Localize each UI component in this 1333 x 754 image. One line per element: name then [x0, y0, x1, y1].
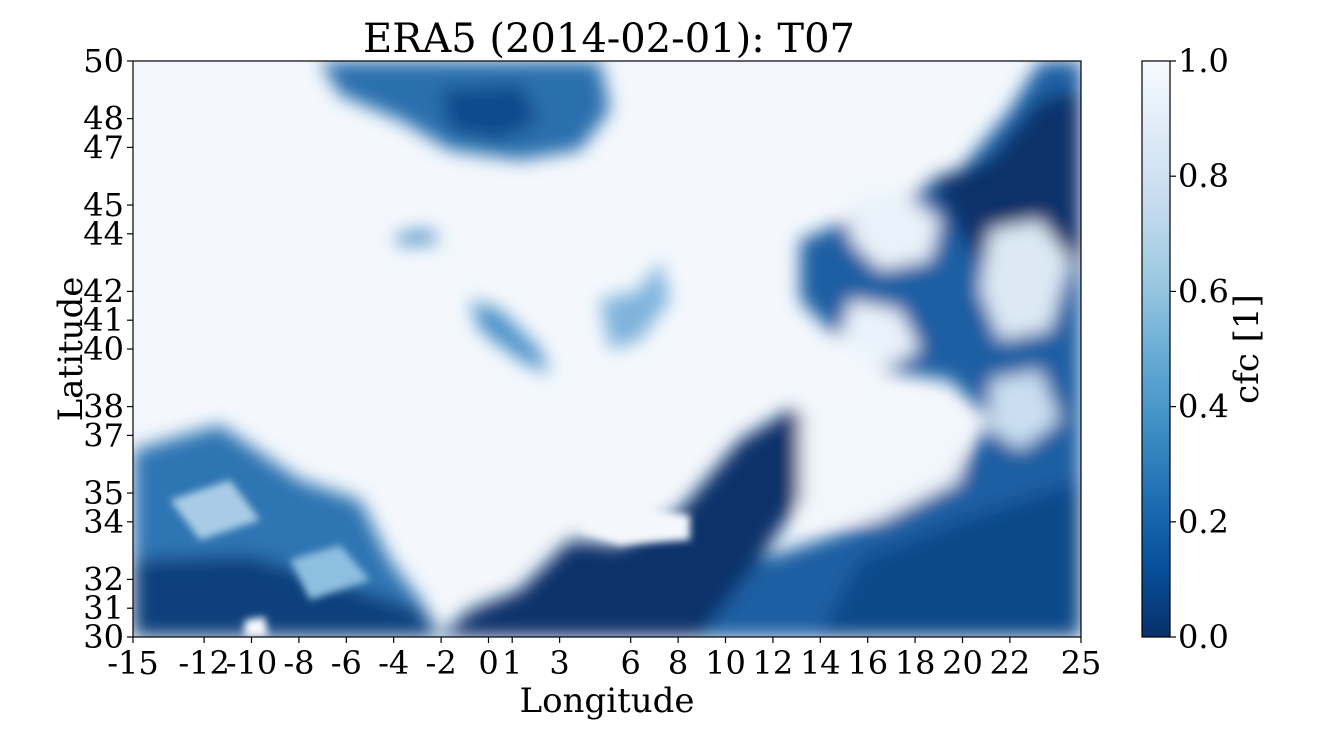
x-tick-label: 14 — [800, 644, 841, 682]
x-tick-label: -6 — [331, 644, 362, 682]
clear-streak-3 — [600, 260, 670, 350]
colorbar-tick-label: 1.0 — [1178, 42, 1229, 80]
cloud-tongue-south — [580, 500, 690, 545]
cloud-patch-east-3 — [840, 300, 920, 370]
x-tick-label: 6 — [621, 644, 641, 682]
x-tick-label: 3 — [549, 644, 569, 682]
x-tick-label: 0 — [478, 644, 498, 682]
clear-sky-regions — [133, 61, 1081, 637]
x-tick-label: 18 — [895, 644, 936, 682]
x-tick-label: -2 — [426, 644, 457, 682]
x-tick-label: -15 — [107, 644, 159, 682]
cloud-streak-southwest — [170, 480, 260, 540]
cloud-patch-east-2 — [980, 220, 1070, 340]
colorbar-tick-label: 0.8 — [1178, 157, 1229, 195]
x-tick-label: -4 — [378, 644, 409, 682]
x-tick-label: -8 — [283, 644, 314, 682]
y-tick-label: 45 — [83, 186, 124, 224]
x-tick-label: 10 — [705, 644, 746, 682]
y-tick-label: 47 — [83, 128, 124, 166]
cloud-patch-east-5 — [990, 370, 1060, 450]
x-axis: -15 -12-10 -8 -6 -4 -2 0 1 3 6 8 10 12 14 16 18 20 22 25 — [107, 637, 1101, 682]
cloud-patch-east-1 — [850, 190, 940, 270]
y-tick-label: 34 — [83, 503, 124, 541]
colorbar-tick-label: 0.4 — [1178, 388, 1229, 426]
y-tick-label: 35 — [83, 474, 124, 512]
y-tick-label: 40 — [83, 330, 124, 368]
colorbar-tick-label: 0.6 — [1178, 272, 1229, 310]
x-tick-label: 12 — [753, 644, 794, 682]
y-tick-label: 50 — [83, 42, 124, 80]
colorbar-label: cfc [1] — [1227, 294, 1267, 404]
clear-streak-2 — [470, 300, 550, 375]
cloud-speck-southwest — [244, 617, 268, 637]
colorbar — [1141, 60, 1171, 638]
x-tick-label: 8 — [668, 644, 688, 682]
x-tick-label: 22 — [990, 644, 1031, 682]
x-tick-label: -10 — [226, 644, 278, 682]
clear-region-southeast — [820, 480, 1081, 637]
y-tick-label: 48 — [83, 100, 124, 138]
clear-region-north-core — [440, 85, 540, 140]
cloud-streak-south — [290, 545, 370, 600]
x-tick-label: 1 — [502, 644, 522, 682]
clear-region-south — [440, 410, 830, 637]
chart-title: ERA5 (2014-02-01): T07 — [363, 16, 855, 62]
clear-region-southwest-core — [133, 555, 440, 637]
colorbar-tick-label: 0.2 — [1178, 503, 1229, 541]
y-tick-label: 44 — [83, 215, 124, 253]
cfc-field — [133, 61, 1081, 637]
y-tick-label: 30 — [83, 618, 124, 656]
y-axis-label: Latitude — [51, 277, 91, 422]
y-tick-label: 32 — [83, 560, 124, 598]
x-axis-label: Longitude — [519, 681, 694, 721]
x-tick-label: 16 — [847, 644, 888, 682]
y-tick-label: 37 — [83, 416, 124, 454]
y-tick-label: 41 — [83, 301, 124, 339]
x-tick-label: 25 — [1061, 644, 1102, 682]
x-tick-label: 20 — [942, 644, 983, 682]
clear-streak-1 — [395, 230, 440, 245]
colorbar-ticks: 0.0 0.2 0.4 0.6 0.8 1.0 — [1170, 42, 1229, 656]
y-tick-label: 31 — [83, 589, 124, 627]
fine-structure — [170, 480, 690, 637]
x-tick-label: -12 — [178, 644, 230, 682]
y-tick-label: 38 — [83, 388, 124, 426]
colorbar-tick-label: 0.0 — [1178, 618, 1229, 656]
y-tick-label: 42 — [83, 272, 124, 310]
cloud-patch-east-4 — [800, 400, 960, 520]
